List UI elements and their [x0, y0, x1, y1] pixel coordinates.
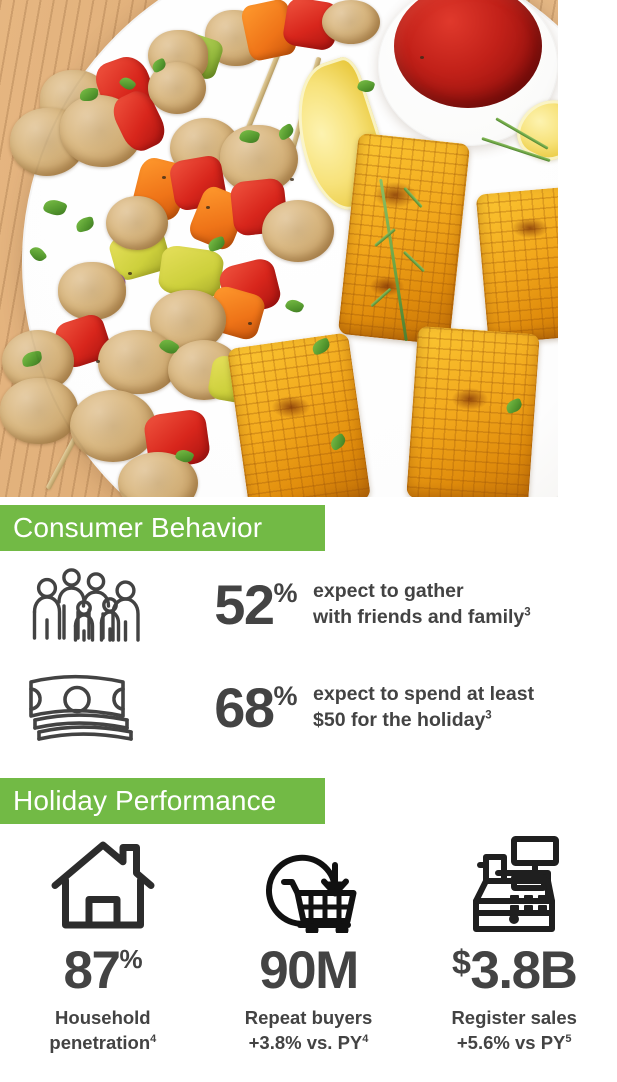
stat-unit: % — [273, 681, 297, 711]
spice-seed — [206, 206, 210, 209]
section-title-holiday-performance: Holiday Performance — [13, 785, 277, 816]
metric-value-household-penetration: 87% — [64, 944, 143, 997]
plate-rim — [22, 0, 558, 497]
metric-register-sales: $3.8B Register sales +5.6% vs PY5 — [411, 832, 617, 1056]
metric-label-register-sales: Register sales — [451, 1006, 576, 1031]
metric-label-household-penetration: Household penetration4 — [49, 1006, 156, 1056]
house-icon — [51, 832, 155, 938]
metric-currency: $ — [451, 944, 471, 982]
metric-label-line1: Household — [55, 1007, 151, 1028]
metric-number: 87 — [63, 941, 121, 1000]
section-title-consumer-behavior: Consumer Behavior — [13, 512, 263, 543]
cash-register-icon — [462, 832, 566, 938]
footnote-marker: 3 — [524, 606, 531, 619]
chicken-piece — [322, 0, 380, 44]
ketchup-sauce — [394, 0, 542, 108]
metric-value-repeat-buyers: 90M — [259, 941, 359, 1000]
spice-seed — [248, 322, 252, 325]
metric-label-line1: Repeat buyers — [244, 1007, 373, 1028]
metric-sub-register-sales: +5.6% vs PY5 — [457, 1031, 572, 1056]
stat-number: 68 — [214, 676, 275, 739]
metric-label-line1: Register sales — [451, 1007, 577, 1028]
hero-food-photo — [0, 0, 558, 497]
stat-value-gather: 52% — [172, 577, 297, 633]
metric-sub-text: +5.6% vs PY — [456, 1031, 566, 1053]
footnote-marker: 4 — [150, 1032, 157, 1045]
stack-of-money-icon — [0, 672, 172, 744]
chicken-piece — [70, 390, 156, 462]
spice-seed — [162, 176, 166, 179]
stat-description-gather: expect to gather with friends and family… — [297, 579, 617, 631]
section-header-holiday-performance: Holiday Performance — [0, 778, 325, 824]
spice-seed — [128, 272, 132, 275]
stat-description-spend: expect to spend at least $50 for the hol… — [297, 682, 617, 734]
stat-line1: expect to spend at least — [313, 683, 535, 706]
spice-seed — [96, 360, 100, 363]
metric-repeat-buyers: 90M Repeat buyers +3.8% vs. PY4 — [206, 832, 412, 1056]
corn-char-mark — [512, 218, 548, 238]
stat-row-spend: 68% expect to spend at least $50 for the… — [0, 665, 617, 751]
metric-household-penetration: 87% Household penetration4 — [0, 832, 206, 1056]
footnote-marker: 5 — [565, 1032, 572, 1045]
corn-char-mark — [452, 388, 488, 410]
chicken-piece — [0, 378, 78, 444]
section-header-consumer-behavior: Consumer Behavior — [0, 505, 325, 551]
spice-seed — [420, 56, 424, 59]
parsley-garnish — [80, 88, 98, 101]
stat-number: 52 — [214, 573, 275, 636]
chicken-piece — [262, 200, 334, 262]
stat-line1: expect to gather — [313, 580, 464, 603]
stat-line2: $50 for the holiday — [313, 709, 486, 731]
stat-line2: with friends and family — [313, 606, 525, 628]
metric-value-register-sales: $3.8B — [451, 941, 578, 1000]
footnote-marker: 3 — [485, 709, 492, 722]
corn-char-mark — [272, 396, 310, 418]
chicken-piece — [106, 196, 168, 250]
metric-unit: % — [119, 944, 143, 974]
metric-number: 3.8B — [470, 941, 577, 1000]
chicken-piece — [98, 330, 178, 394]
stat-value-spend: 68% — [172, 680, 297, 736]
holiday-performance-metrics: 87% Household penetration4 — [0, 832, 617, 1056]
footnote-marker: 4 — [362, 1032, 369, 1045]
metric-label-repeat-buyers: Repeat buyers — [245, 1006, 373, 1031]
repeat-shopping-cart-icon — [256, 832, 362, 938]
stat-row-gather: 52% expect to gather with friends and fa… — [0, 562, 617, 648]
metric-sub-repeat-buyers: +3.8% vs. PY4 — [249, 1031, 369, 1056]
chicken-piece — [58, 262, 126, 320]
metric-number: 90M — [259, 941, 359, 1000]
stat-unit: % — [273, 578, 297, 608]
metric-label-line2: penetration — [49, 1031, 151, 1053]
group-of-people-icon — [0, 568, 172, 642]
metric-sub-text: +3.8% vs. PY — [248, 1031, 363, 1053]
spice-seed — [290, 178, 294, 181]
